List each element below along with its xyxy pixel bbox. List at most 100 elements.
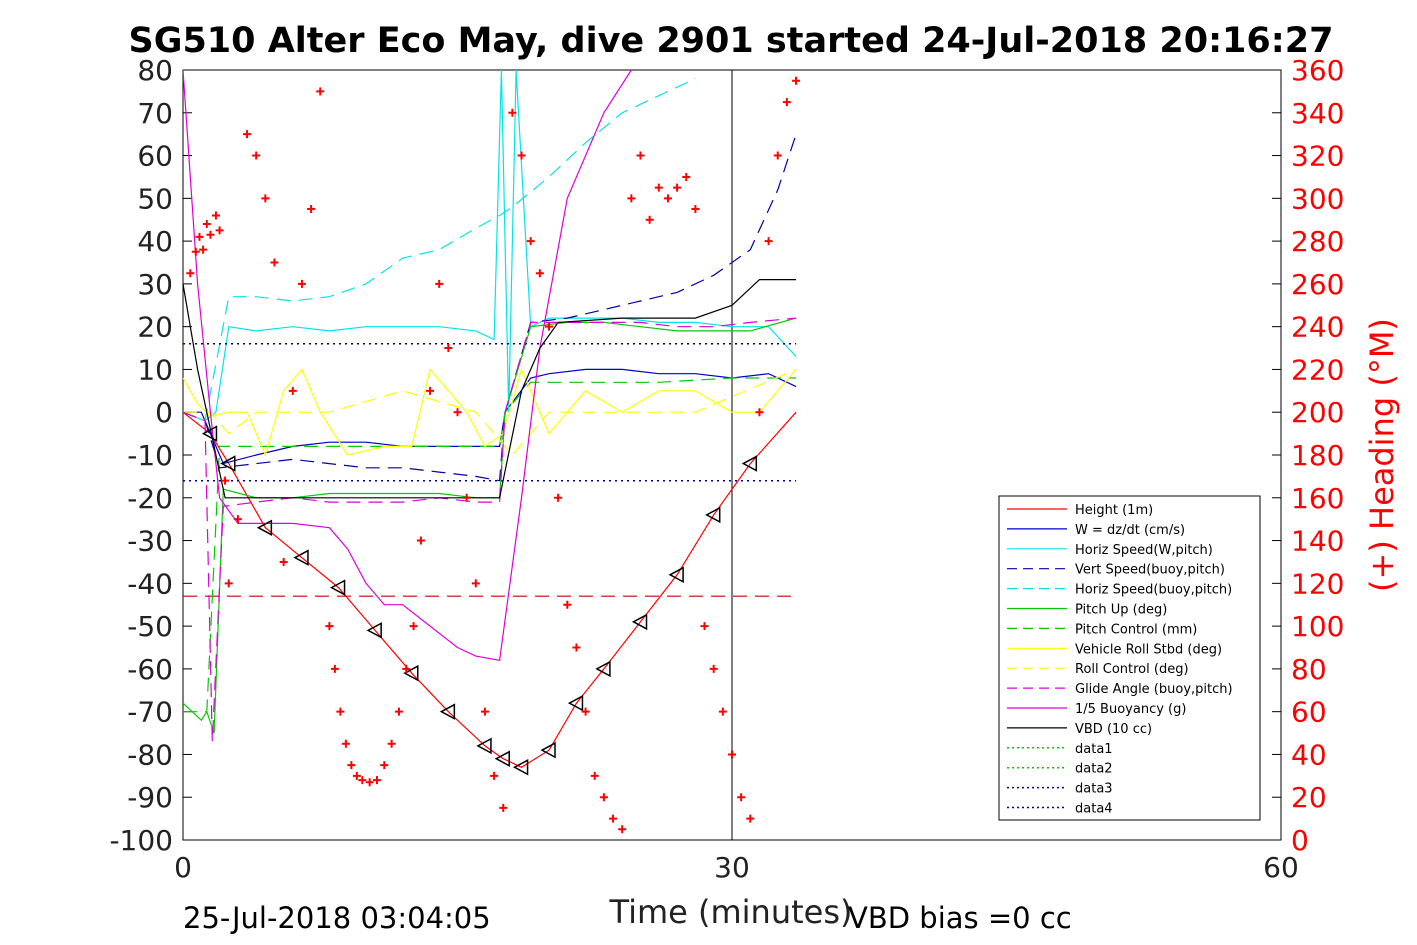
heading-point (609, 814, 618, 823)
height-marker (567, 694, 584, 712)
heading-point (358, 776, 367, 785)
legend-label: Horiz Speed(buoy,pitch) (1075, 583, 1232, 598)
right-tick-label: 120 (1291, 567, 1344, 600)
heading-point (243, 130, 252, 139)
legend-label: data3 (1075, 782, 1113, 797)
heading-point (746, 814, 755, 823)
left-tick-label: 40 (137, 225, 173, 258)
height-marker (512, 759, 529, 776)
series-line-roll-control-deg (183, 368, 797, 456)
height-marker (366, 622, 382, 639)
legend-label: Height (1m) (1075, 503, 1153, 518)
left-y-axis: 80 70 60 50 40 30 20 10 0 -10 -20 -30 -40 -50 -60 -70 -8… (109, 54, 192, 857)
left-tick-label: 70 (137, 97, 173, 130)
right-tick-label: 160 (1291, 482, 1344, 515)
heading-point (325, 622, 334, 631)
heading-point (352, 771, 361, 780)
right-tick-label: 180 (1291, 439, 1344, 472)
heading-point (599, 793, 608, 802)
footer-timestamp: 25-Jul-2018 03:04:05 (183, 901, 491, 935)
heading-point (211, 211, 220, 220)
heading-point (409, 622, 418, 631)
heading-point (307, 205, 316, 214)
heading-point (490, 771, 499, 780)
height-marker (705, 506, 721, 524)
heading-point (297, 279, 306, 288)
legend-label: Pitch Up (deg) (1075, 603, 1167, 618)
height-marker (595, 660, 611, 678)
right-tick-label: 340 (1291, 97, 1344, 130)
heading-point (480, 707, 489, 716)
heading-point (215, 226, 224, 235)
heading-point (336, 707, 345, 716)
heading-point (627, 194, 636, 203)
chart-title: SG510 Alter Eco May, dive 2901 started 2… (129, 21, 1334, 61)
series-line-vert-speed-buoy-pitch (183, 134, 797, 482)
heading-point (718, 707, 727, 716)
series-line-horiz-speed-w-pitch (183, 70, 797, 422)
series-line-pitch-control-mm (183, 377, 797, 713)
right-tick-label: 360 (1291, 54, 1344, 87)
heading-point (199, 245, 208, 254)
heading-point (563, 600, 572, 609)
heading-point (663, 194, 672, 203)
heading-point (773, 151, 782, 160)
heading-point (347, 761, 356, 770)
heading-point (186, 269, 195, 278)
heading-point (224, 579, 233, 588)
heading-point (462, 493, 471, 502)
height-marker (631, 613, 648, 631)
heading-point (444, 344, 453, 353)
height-marker (256, 519, 273, 536)
left-tick-label: -90 (127, 781, 173, 814)
left-tick-label: 20 (137, 311, 173, 344)
legend-label: data4 (1075, 802, 1113, 817)
left-tick-label: 80 (137, 54, 173, 87)
left-tick-label: 60 (137, 140, 173, 173)
left-tick-label: -50 (127, 610, 173, 643)
heading-point (341, 739, 350, 748)
left-tick-label: 50 (137, 182, 173, 215)
heading-point (453, 408, 462, 417)
heading-point (691, 205, 700, 214)
heading-point (499, 803, 508, 812)
heading-point (792, 76, 801, 85)
left-tick-label: -60 (127, 653, 173, 686)
heading-point (581, 707, 590, 716)
series-lines (183, 70, 797, 776)
x-tick-label: 0 (174, 851, 192, 884)
x-axis-label: Time (minutes) (609, 893, 853, 931)
legend-label: VBD (10 cc) (1075, 722, 1152, 737)
heading-point (572, 643, 581, 652)
heading-point (618, 825, 627, 834)
heading-point (636, 151, 645, 160)
series-line-vehicle-roll-stbd-deg (183, 367, 797, 457)
height-marker (201, 425, 218, 442)
right-tick-label: 60 (1291, 696, 1327, 729)
legend-label: Glide Angle (buoy,pitch) (1075, 682, 1233, 697)
x-tick-label: 30 (714, 851, 750, 884)
heading-point (435, 279, 444, 288)
heading-point (233, 515, 242, 524)
left-tick-label: -30 (127, 525, 173, 558)
height-marker (668, 566, 684, 584)
series-line-glide-angle-buoy-pitch (183, 317, 797, 742)
right-y-axis: 3603403203002802602402202001801601401201… (1272, 54, 1344, 857)
heading-point (394, 707, 403, 716)
right-tick-label: 140 (1291, 525, 1344, 558)
legend-label: Roll Control (deg) (1075, 662, 1189, 677)
right-tick-label: 100 (1291, 610, 1344, 643)
heading-point (426, 386, 435, 395)
heading-point (365, 778, 374, 787)
heading-point (737, 793, 746, 802)
height-marker (494, 750, 510, 767)
heading-point (682, 172, 691, 181)
heading-point (316, 87, 325, 96)
height-marker (540, 741, 556, 759)
series-line-height-1m (183, 411, 797, 768)
heading-point (590, 771, 599, 780)
heading-point (279, 557, 288, 566)
heading-point (387, 739, 396, 748)
heading-point (191, 247, 200, 256)
